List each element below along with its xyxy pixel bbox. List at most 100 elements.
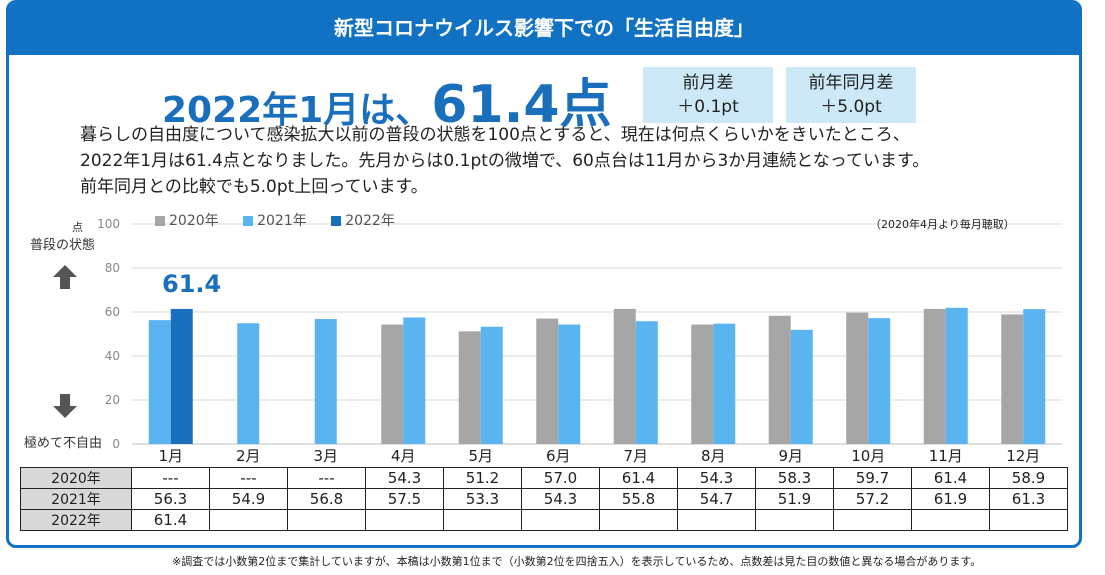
bar [790,329,813,444]
table-cell: 56.3 [131,488,210,510]
table-cell [755,509,834,531]
chart-legend: 2020年 2021年 2022年 [155,210,415,230]
table-cell: 58.3 [755,467,834,489]
table-cell: --- [131,467,210,489]
bar [868,318,891,444]
legend-label-2021: 2021年 [257,213,307,229]
table-cell [911,509,990,531]
table-cell [989,509,1068,531]
table-row-header: 2021年 [20,488,132,510]
legend-label-2020: 2020年 [169,213,219,229]
x-tick-label: 11月 [929,447,963,464]
bar [945,307,968,444]
bar [536,318,559,444]
y-tick-label: 100 [97,217,120,231]
bar [768,315,791,444]
table-cell [677,509,756,531]
x-tick-label: 5月 [468,447,493,464]
table-cell [365,509,444,531]
bar [480,326,503,444]
year-diff-value: ＋5.0pt [820,97,882,117]
bar [314,319,337,444]
y-tick-label: 0 [112,437,120,451]
description: 暮らしの自由度について感染拡大以前の普段の状態を100点とすると、現在は何点くら… [80,122,1070,200]
data-table-body: 2020年 --- --- --- 54.3 51.2 57.0 61.4 54.3 58.3 59… [20,467,1068,531]
x-tick-label: 6月 [546,447,571,464]
arrow-down-icon [53,394,77,418]
description-line: 暮らしの自由度について感染拡大以前の普段の状態を100点とすると、現在は何点くら… [80,125,910,145]
legend-item-2021: 2021年 [243,213,307,229]
bar [713,323,736,444]
bar [237,323,260,444]
description-line: 2022年1月は61.4点となりました。先月からは0.1ptの微増で、60点台は… [80,151,930,171]
table-cell [443,509,522,531]
bar [635,321,658,444]
x-tick-label: 3月 [313,447,338,464]
bar [613,308,636,444]
bar [923,308,946,444]
x-tick-label: 2月 [236,447,261,464]
description-line: 前年同月との比較でも5.0pt上回っています。 [80,177,428,197]
table-cell: 55.8 [599,488,678,510]
table-row: 2021年 56.3 54.9 56.8 57.5 53.3 54.3 55.8 54.7 51.… [20,488,1068,510]
year-diff-label: 前年同月差 [808,73,894,93]
table-row-header: 2020年 [20,467,132,489]
arrow-up-icon [53,265,77,289]
headline-prefix: 2022年1月は、 [162,90,432,131]
headline-value: 61.4点 [431,75,612,135]
bar [381,324,404,444]
bar [558,324,581,444]
table-cell: 54.3 [521,488,600,510]
table-cell: 54.7 [677,488,756,510]
legend-item-2020: 2020年 [155,213,219,229]
legend-swatch-2020 [155,216,165,226]
bar [403,317,426,444]
y-axis-unit: 点 [72,221,83,234]
legend-item-2022: 2022年 [331,213,395,229]
table-cell: 51.2 [443,467,522,489]
x-tick-label: 8月 [701,447,726,464]
y-tick-label: 80 [105,261,120,275]
table-cell: 54.9 [209,488,288,510]
bar [148,320,171,444]
x-tick-label: 1月 [158,447,183,464]
table-cell: --- [287,467,366,489]
headline: 2022年1月は、61.4点 [162,62,612,137]
table-row: 2020年 --- --- --- 54.3 51.2 57.0 61.4 54.3 58.3 59… [20,467,1068,489]
survey-start-note: （2020年4月より毎月聴取） [870,218,1015,231]
table-cell: 61.4 [911,467,990,489]
table-cell: 61.4 [599,467,678,489]
table-cell [209,509,288,531]
latest-value-callout: 61.4 [162,270,222,298]
legend-swatch-2021 [243,216,254,226]
table-cell: 54.3 [365,467,444,489]
legend-label-2022: 2022年 [345,213,395,229]
y-tick-label: 20 [105,393,120,407]
table-cell [833,509,912,531]
bar [1001,314,1024,444]
x-tick-label: 4月 [391,447,416,464]
table-cell: 57.5 [365,488,444,510]
footnote: ※調査では小数第2位まで集計していますが、本稿は小数第1位まで（小数第2位を四捨… [172,555,982,568]
banner-title: 新型コロナウイルス影響下での「生活自由度」 [9,3,1079,55]
y-tick-label: 40 [105,349,120,363]
normal-state-label: 普段の状態 [30,238,96,253]
table-cell: --- [209,467,288,489]
table-cell: 61.3 [989,488,1068,510]
table-cell [599,509,678,531]
y-tick-label: 60 [105,305,120,319]
table-row-header: 2022年 [20,509,132,531]
table-cell: 51.9 [755,488,834,510]
table-cell: 54.3 [677,467,756,489]
x-tick-label: 12月 [1006,447,1040,464]
table-cell: 57.2 [833,488,912,510]
bar [170,308,193,444]
lowest-freedom-label: 極めて不自由 [24,436,103,451]
bar-chart: 0 20 40 60 80 100 1月 2月 3月 4月 5月 6月 7月 8月 9月 10月 11月 12月 [97,217,1062,464]
bar [1023,309,1046,444]
bar [846,312,869,444]
x-tick-label: 10月 [851,447,885,464]
month-diff-label: 前月差 [682,73,734,93]
year-diff-box: 前年同月差 ＋5.0pt [786,67,916,123]
table-cell [287,509,366,531]
